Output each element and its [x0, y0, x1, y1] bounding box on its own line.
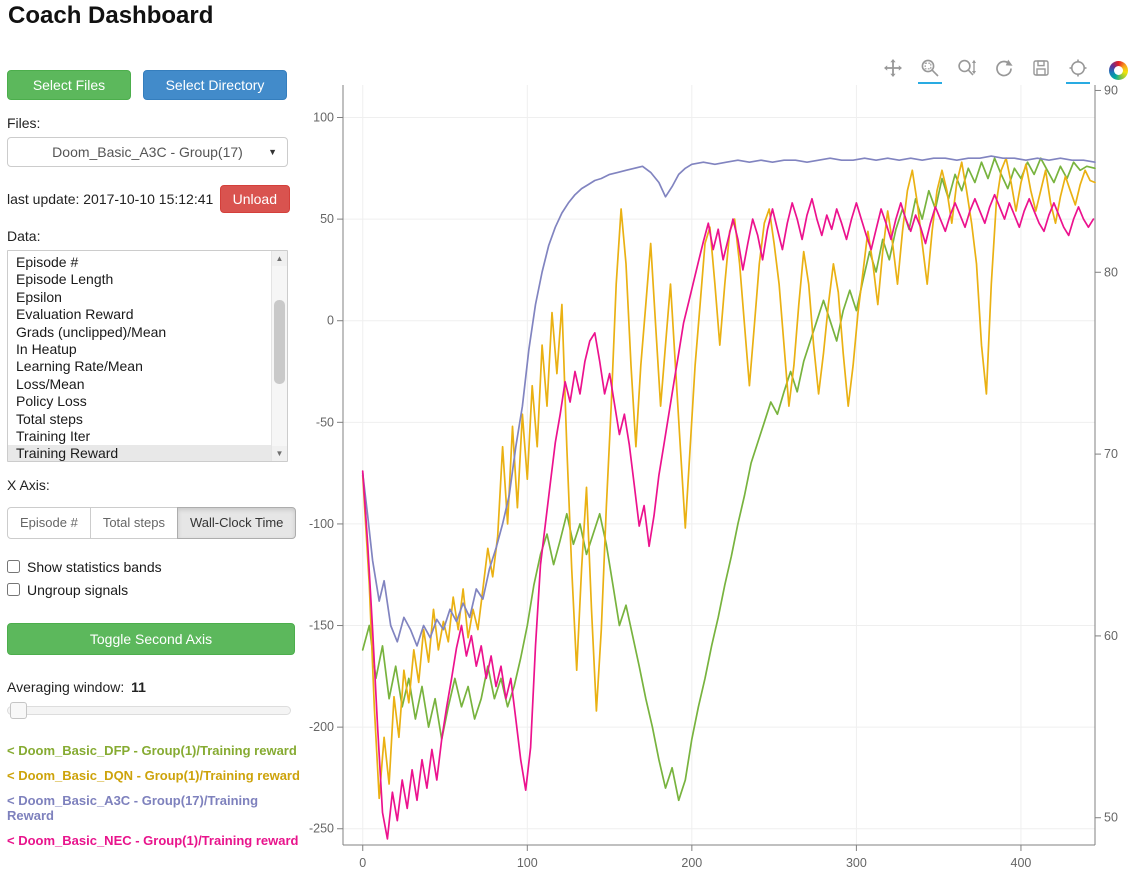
check-row-show-statistics-bands: Show statistics bands [7, 555, 299, 578]
averaging-window-label: Averaging window: [7, 679, 125, 695]
sidebar: Select Files Select Directory Files: Doo… [7, 70, 300, 858]
data-list-item-training-iter[interactable]: Training Iter [16, 427, 91, 444]
series-line-doom-basic-dfp [361, 157, 1096, 802]
axis-tick-label: 60 [1104, 629, 1118, 643]
axis-tick-label: 0 [359, 856, 366, 870]
data-list: Episode # Episode Length Epsilon Evaluation… [7, 250, 288, 462]
checkbox-label: Show statistics bands [27, 558, 162, 575]
data-list-item-loss-mean[interactable]: Loss/Mean [16, 375, 85, 392]
plot-toolbar [881, 57, 1128, 84]
axis-tick-label: 70 [1104, 447, 1118, 461]
legend-entry-doom-basic-a3c[interactable]: < Doom_Basic_A3C - Group(17)/Training Re… [7, 793, 259, 823]
data-list-item-episode-length[interactable]: Episode Length [16, 271, 114, 288]
box-zoom-icon[interactable] [918, 57, 942, 84]
data-list-item-learning-rate-mean[interactable]: Learning Rate/Mean [16, 358, 143, 375]
axis-tick-label: 200 [681, 856, 702, 870]
chart: 100 50 0 -50 -100 -150 -200 -250 90 80 70 60 50 0 100 2… [300, 55, 1142, 881]
data-list-item-policy-loss[interactable]: Policy Loss [16, 393, 87, 410]
files-select[interactable]: Doom_Basic_A3C - Group(17) ▼ [7, 137, 288, 167]
chevron-down-icon: ▼ [268, 147, 277, 157]
page-title: Coach Dashboard [8, 2, 214, 29]
legend-entry-doom-basic-dfp[interactable]: < Doom_Basic_DFP - Group(1)/Training rew… [7, 743, 297, 758]
axis-tick-label: 300 [846, 856, 867, 870]
series-line-doom-basic-a3c [361, 155, 1096, 647]
legend-entry-doom-basic-dqn[interactable]: < Doom_Basic_DQN - Group(1)/Training rew… [7, 768, 300, 783]
last-update-row: last update: 2017-10-10 15:12:41 Unload [7, 185, 290, 213]
axis-tick-label: -150 [309, 619, 334, 633]
select-files-button[interactable]: Select Files [7, 70, 131, 100]
pan-icon[interactable] [881, 57, 905, 84]
data-label: Data: [7, 228, 41, 244]
data-list-item-total-steps[interactable]: Total steps [16, 410, 83, 427]
option-checkboxes: Show statistics bands Ungroup signals [7, 555, 299, 601]
select-directory-button[interactable]: Select Directory [143, 70, 287, 100]
bokeh-logo[interactable] [1109, 61, 1128, 80]
scrollbar-thumb[interactable] [274, 300, 285, 384]
xaxis-option-total-steps[interactable]: Total steps [89, 507, 178, 539]
series-line-doom-basic-dqn [361, 157, 1096, 800]
scroll-up-icon[interactable]: ▲ [272, 251, 287, 266]
files-select-value: Doom_Basic_A3C - Group(17) [52, 144, 243, 160]
files-label: Files: [7, 115, 41, 131]
axis-tick-label: -250 [309, 822, 334, 836]
wheel-zoom-icon[interactable] [955, 57, 979, 84]
checkbox-ungroup-signals[interactable] [7, 583, 20, 596]
axis-tick-label: 80 [1104, 265, 1118, 279]
averaging-window-row: Averaging window: 11 [7, 679, 299, 695]
axis-tick-label: 50 [320, 212, 334, 226]
data-list-item-episode[interactable]: Episode # [16, 254, 79, 270]
reset-icon[interactable] [992, 57, 1016, 84]
axis-tick-label: -200 [309, 720, 334, 734]
chart-legend: < Doom_Basic_DFP - Group(1)/Training rew… [7, 743, 300, 848]
save-icon[interactable] [1029, 57, 1053, 84]
xaxis-option-wall-clock-time[interactable]: Wall-Clock Time [176, 507, 297, 539]
xaxis-label: X Axis: [7, 477, 50, 493]
scroll-down-icon[interactable]: ▼ [272, 446, 287, 461]
data-list-item-in-heatup[interactable]: In Heatup [16, 340, 77, 357]
data-list-item-evaluation-reward[interactable]: Evaluation Reward [16, 306, 134, 323]
checkbox-show-statistics-bands[interactable] [7, 560, 20, 573]
data-list-item-epsilon[interactable]: Epsilon [16, 288, 62, 305]
axis-tick-label: 100 [313, 111, 334, 125]
axis-tick-label: 50 [1104, 811, 1118, 825]
data-list-item-training-reward[interactable]: Training Reward [8, 445, 287, 461]
checkbox-label: Ungroup signals [27, 581, 129, 598]
axis-tick-label: 400 [1011, 856, 1032, 870]
file-buttons-row: Select Files Select Directory [7, 70, 299, 100]
series-line-doom-basic-nec [361, 193, 1095, 840]
toggle-second-axis-button[interactable]: Toggle Second Axis [7, 623, 295, 655]
axis-tick-label: -50 [316, 415, 334, 429]
legend-entry-doom-basic-nec[interactable]: < Doom_Basic_NEC - Group(1)/Training rew… [7, 833, 299, 848]
plot-canvas[interactable]: 100 50 0 -50 -100 -150 -200 -250 90 80 70 60 50 0 100 2… [300, 55, 1142, 881]
data-list-scrollbar[interactable]: ▲ ▼ [271, 251, 287, 461]
averaging-window-slider[interactable] [7, 702, 291, 719]
unload-button[interactable]: Unload [219, 185, 290, 213]
axis-tick-label: 100 [517, 856, 538, 870]
xaxis-option-episode[interactable]: Episode # [7, 507, 91, 539]
slider-handle[interactable] [10, 702, 27, 719]
check-row-ungroup-signals: Ungroup signals [7, 578, 299, 601]
axis-tick-label: 90 [1104, 83, 1118, 97]
data-list-item-grads-unclipped-mean[interactable]: Grads (unclipped)/Mean [16, 323, 167, 340]
last-update-text: last update: 2017-10-10 15:12:41 [7, 191, 214, 207]
xaxis-button-group: Episode # Total steps Wall-Clock Time [7, 507, 297, 539]
hover-icon[interactable] [1066, 57, 1090, 84]
axis-tick-label: 0 [327, 314, 334, 328]
averaging-window-value: 11 [131, 679, 146, 695]
axis-tick-label: -100 [309, 517, 334, 531]
